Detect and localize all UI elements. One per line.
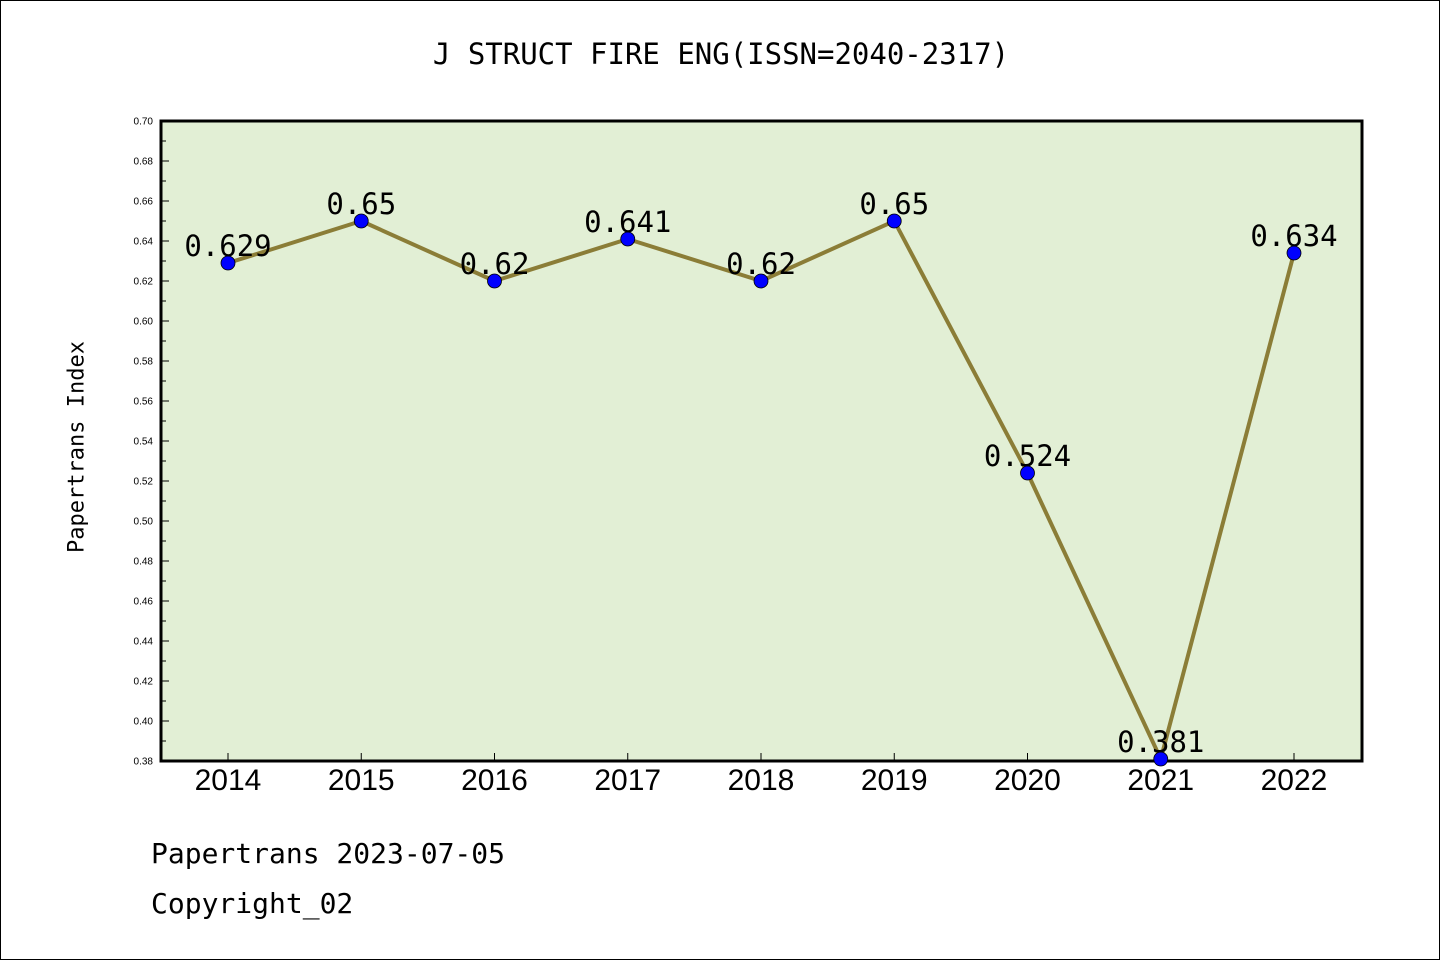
footer-date-text: Papertrans 2023-07-05 xyxy=(151,837,506,870)
y-tick-label: 0.66 xyxy=(134,197,154,208)
data-label: 0.65 xyxy=(326,187,396,221)
x-tick-label: 2015 xyxy=(328,764,395,797)
chart-title: J STRUCT FIRE ENG(ISSN=2040-2317) xyxy=(432,37,1010,71)
y-tick-label: 0.70 xyxy=(134,117,154,128)
y-tick-label: 0.64 xyxy=(134,237,154,248)
y-tick-label: 0.44 xyxy=(134,637,154,648)
footer-copyright-text: Copyright_02 xyxy=(151,887,354,920)
x-tick-label: 2016 xyxy=(461,764,528,797)
data-point xyxy=(220,255,236,271)
y-tick-label: 0.46 xyxy=(134,597,154,608)
x-tick-label: 2017 xyxy=(594,764,661,797)
y-tick-label: 0.62 xyxy=(134,277,154,288)
data-label: 0.524 xyxy=(984,439,1071,473)
data-point xyxy=(1020,465,1035,481)
y-tick-label: 0.54 xyxy=(134,437,154,448)
x-tick-label: 2019 xyxy=(861,764,928,797)
y-axis: 0.38 0.40 0.42 0.44 0.46 0.48 0.50 0.52 0.54 0.56… xyxy=(134,117,169,768)
data-label: 0.62 xyxy=(460,247,530,281)
data-label: 0.62 xyxy=(726,247,796,281)
data-label: 0.641 xyxy=(584,205,671,239)
y-tick-label: 0.68 xyxy=(134,157,154,168)
x-tick-label: 2020 xyxy=(994,764,1061,797)
y-tick-label: 0.42 xyxy=(134,677,154,688)
data-point xyxy=(620,231,636,247)
x-tick-label: 2022 xyxy=(1261,764,1328,797)
x-tick-label: 2014 xyxy=(195,764,262,797)
y-tick-label: 0.40 xyxy=(134,717,154,728)
y-tick-label: 0.48 xyxy=(134,557,154,568)
data-point xyxy=(353,213,369,229)
x-tick-label: 2018 xyxy=(728,764,795,797)
y-tick-label: 0.60 xyxy=(134,317,154,328)
x-axis: 2014 2015 2016 2017 2018 2019 2020 2021 2022 xyxy=(195,753,1328,797)
data-point xyxy=(1153,751,1169,767)
data-label: 0.629 xyxy=(184,229,271,263)
series-layer xyxy=(220,213,1302,767)
y-tick-label: 0.38 xyxy=(134,757,154,768)
y-tick-label: 0.52 xyxy=(134,477,154,488)
y-tick-label: 0.50 xyxy=(134,517,154,528)
data-point xyxy=(753,273,769,289)
data-label: 0.381 xyxy=(1117,725,1204,759)
data-point xyxy=(487,273,502,289)
y-tick-label: 0.56 xyxy=(134,397,154,408)
data-labels: 0.629 0.65 0.62 0.641 0.62 0.65 0.524 0.381 0.63… xyxy=(184,187,1337,759)
y-tick-label: 0.58 xyxy=(134,357,154,368)
x-tick-label: 2021 xyxy=(1127,764,1194,797)
data-point xyxy=(886,213,902,229)
data-point xyxy=(1286,245,1302,261)
data-label: 0.65 xyxy=(859,187,929,221)
data-label: 0.634 xyxy=(1250,219,1337,253)
